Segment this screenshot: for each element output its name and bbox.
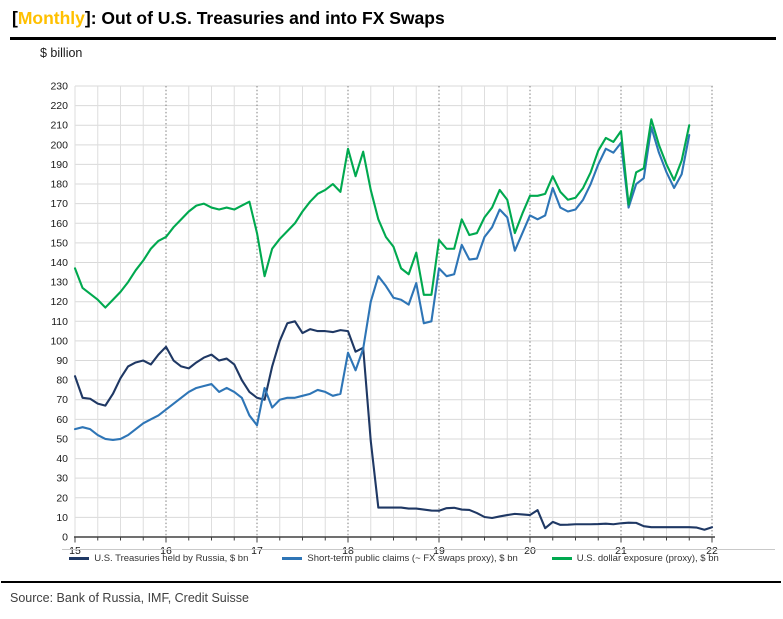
title-underline [10, 37, 776, 40]
svg-text:160: 160 [50, 218, 68, 230]
svg-text:150: 150 [50, 237, 68, 249]
legend-label: U.S. Treasuries held by Russia, $ bn [94, 553, 249, 564]
title-bracket-open: [ [12, 8, 18, 28]
svg-text:60: 60 [56, 414, 68, 426]
svg-text:190: 190 [50, 159, 68, 171]
svg-text:140: 140 [50, 257, 68, 269]
title-rest: : Out of U.S. Treasuries and into FX Swa… [90, 8, 445, 28]
svg-text:20: 20 [56, 492, 68, 504]
page-title: [Monthly]: Out of U.S. Treasuries and in… [12, 8, 445, 29]
legend-line-swatch-navy [69, 557, 90, 560]
svg-text:100: 100 [50, 335, 68, 347]
svg-text:17: 17 [251, 545, 263, 557]
legend-item-dollar-exposure: U.S. dollar exposure (proxy), $ bn [551, 553, 719, 564]
legend-label: Short-term public claims (~ FX swaps pro… [307, 553, 518, 564]
svg-text:15: 15 [69, 545, 81, 557]
legend-line-swatch-blue [282, 557, 303, 560]
svg-text:120: 120 [50, 296, 68, 308]
svg-text:230: 230 [50, 81, 68, 93]
legend-item-treasuries: U.S. Treasuries held by Russia, $ bn [69, 553, 248, 564]
svg-text:90: 90 [56, 355, 68, 367]
footer-divider-line [1, 581, 781, 583]
source-text: Source: Bank of Russia, IMF, Credit Suis… [10, 591, 249, 605]
legend-label: U.S. dollar exposure (proxy), $ bn [576, 553, 719, 564]
svg-text:0: 0 [62, 532, 68, 544]
svg-text:21: 21 [615, 545, 627, 557]
legend-line-swatch-green [551, 557, 572, 560]
svg-text:40: 40 [56, 453, 68, 465]
y-axis-unit-label: $ billion [40, 46, 83, 60]
svg-text:18: 18 [342, 545, 354, 557]
svg-text:210: 210 [50, 120, 68, 132]
svg-text:70: 70 [56, 394, 68, 406]
svg-text:110: 110 [51, 316, 68, 328]
svg-text:80: 80 [56, 375, 68, 387]
svg-text:22: 22 [706, 545, 718, 557]
svg-text:16: 16 [160, 545, 172, 557]
chart-legend: U.S. Treasuries held by Russia, $ bn Sho… [69, 553, 719, 564]
svg-text:180: 180 [50, 179, 68, 191]
title-bracket-close: ] [84, 8, 91, 28]
svg-text:220: 220 [50, 100, 68, 112]
svg-text:200: 200 [50, 139, 68, 151]
title-highlight: Monthly [17, 8, 85, 28]
svg-text:30: 30 [56, 473, 68, 485]
svg-text:130: 130 [50, 277, 68, 289]
svg-text:20: 20 [524, 545, 536, 557]
svg-text:19: 19 [433, 545, 445, 557]
svg-text:10: 10 [56, 512, 68, 524]
svg-text:50: 50 [56, 433, 68, 445]
svg-text:170: 170 [50, 198, 68, 210]
legend-divider-line [62, 549, 775, 550]
legend-item-short-term-claims: Short-term public claims (~ FX swaps pro… [282, 553, 518, 564]
